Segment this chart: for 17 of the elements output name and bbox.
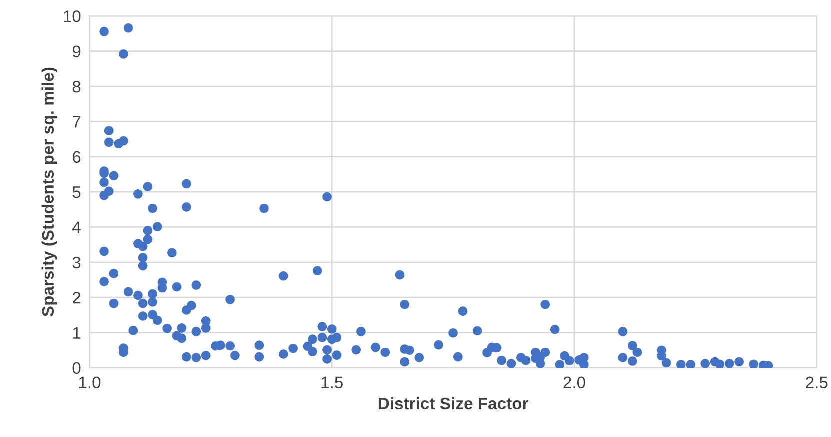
y-tick-label: 5 — [72, 186, 81, 198]
x-tick-label: 1.0 — [79, 376, 101, 389]
y-tick-label: 0 — [72, 362, 81, 374]
y-tick-label: 3 — [72, 256, 81, 269]
y-tick-label: 9 — [72, 46, 81, 58]
y-tick-label: 7 — [73, 116, 81, 128]
x-axis-title: District Size Factor — [378, 397, 529, 410]
y-tick-label: 10 — [64, 10, 81, 22]
y-tick-label: 1 — [73, 327, 81, 339]
x-tick-label: 1.5 — [322, 376, 344, 389]
x-tick-label: 2.5 — [806, 376, 828, 389]
y-tick-label: 2 — [72, 292, 81, 304]
y-axis-title: Sparsity (Students per sq. mile) — [42, 68, 58, 317]
x-tick-label: 2.0 — [564, 376, 586, 389]
y-tick-label: 4 — [72, 222, 81, 234]
y-tick-label: 6 — [72, 151, 81, 164]
y-tick-label: 8 — [72, 80, 81, 93]
